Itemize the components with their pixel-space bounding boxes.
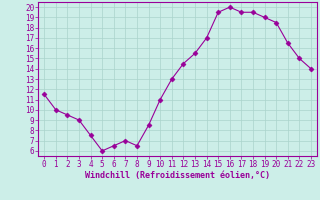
X-axis label: Windchill (Refroidissement éolien,°C): Windchill (Refroidissement éolien,°C) — [85, 171, 270, 180]
